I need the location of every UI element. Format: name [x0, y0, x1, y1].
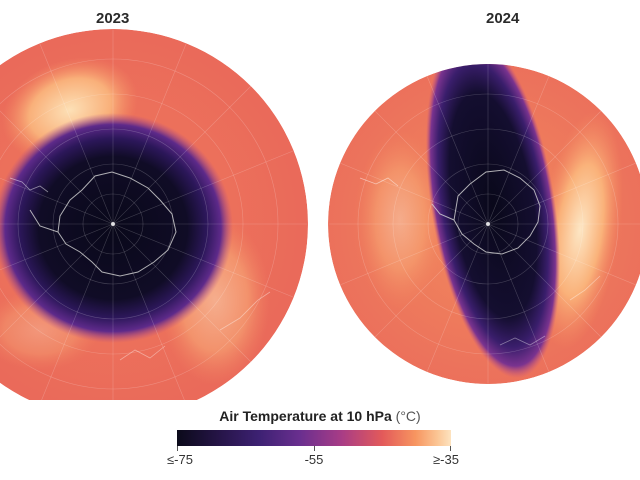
antarctica-outline-2023	[29, 171, 177, 277]
legend-unit: (°C)	[395, 408, 421, 424]
legend-label-mid: -55	[304, 452, 324, 467]
legend-label-min: ≤-75	[167, 452, 193, 467]
polar-maps	[0, 29, 640, 400]
legend-tick-mid	[314, 446, 315, 451]
legend-title: Air Temperature at 10 hPa (°C)	[0, 408, 640, 424]
antarctica-outline-2024	[431, 169, 541, 255]
legend-color-bar	[177, 430, 451, 446]
year-title-2024: 2024	[486, 10, 520, 27]
year-title-2023: 2023	[96, 10, 130, 27]
legend-title-text: Air Temperature at 10 hPa	[219, 408, 392, 424]
globe-2024	[328, 64, 640, 384]
legend-label-max: ≥-35	[433, 452, 459, 467]
polar-vortex-2023	[0, 113, 233, 343]
legend-tick-max	[450, 446, 451, 451]
globe-2023	[0, 29, 308, 400]
polar-vortex-2024	[425, 64, 561, 379]
legend-tick-min	[177, 446, 178, 451]
